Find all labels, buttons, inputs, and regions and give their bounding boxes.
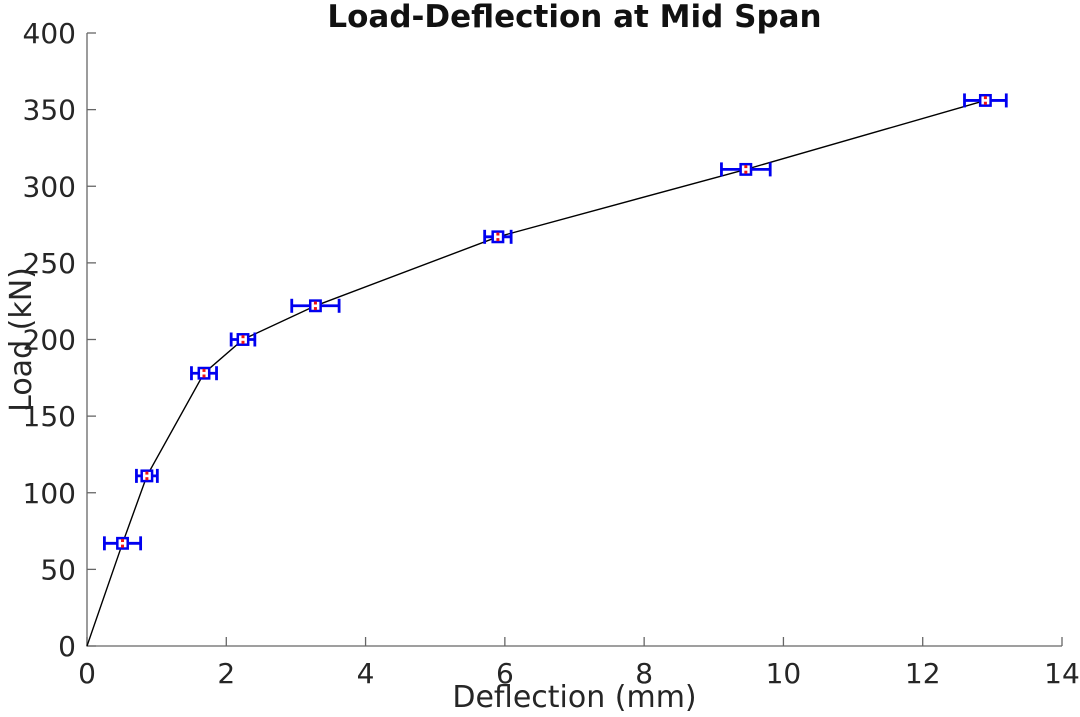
y-tick-label: 200	[23, 324, 76, 357]
plot-area: 0 2 4 6 8 10 12 14 0 50 100 150 200 250 300 350 400	[23, 17, 1080, 690]
data-point-marker	[308, 299, 322, 313]
marker-center-dot	[202, 368, 206, 372]
marker-center-dot	[202, 374, 206, 378]
marker-center-dot	[121, 544, 125, 548]
y-tick-label: 150	[23, 400, 76, 433]
marker-center-dot	[145, 477, 149, 481]
marker-center-dot	[145, 471, 149, 475]
y-tick-label: 0	[58, 630, 76, 663]
marker-center-dot	[121, 539, 125, 543]
data-point-marker	[739, 162, 753, 176]
x-tick-label: 2	[217, 657, 235, 690]
marker-center-dot	[313, 307, 317, 311]
x-tick-label: 10	[766, 657, 802, 690]
data-line	[86, 99, 986, 647]
x-tick-label: 8	[635, 657, 653, 690]
x-tick-label: 12	[905, 657, 941, 690]
y-tick-label: 100	[23, 477, 76, 510]
data-point-marker	[116, 536, 129, 550]
marker-center-dot	[496, 232, 500, 236]
y-tick-label: 50	[40, 553, 76, 586]
y-axis-label: Load (kN)	[4, 267, 39, 412]
marker-center-dot	[983, 96, 987, 100]
data-point-marker	[197, 366, 211, 380]
y-tick-label: 250	[23, 247, 76, 280]
x-tick-label: 14	[1044, 657, 1080, 690]
chart-title: Load-Deflection at Mid Span	[327, 0, 821, 35]
y-tick-label: 400	[23, 17, 76, 50]
x-tick-label: 6	[496, 657, 514, 690]
y-tick-label: 350	[23, 94, 76, 127]
y-tick-label: 300	[23, 170, 76, 203]
marker-center-dot	[496, 238, 500, 242]
marker-center-dot	[241, 335, 245, 339]
data-point-marker	[140, 469, 154, 483]
data-point-marker	[491, 230, 505, 244]
marker-center-dot	[313, 301, 317, 305]
marker-center-dot	[744, 170, 748, 174]
x-tick-label: 4	[357, 657, 375, 690]
marker-center-dot	[241, 340, 245, 344]
marker-center-dot	[744, 165, 748, 169]
data-point-marker	[236, 333, 250, 346]
x-axis-label: Deflection (mm)	[452, 680, 696, 715]
marker-center-dot	[983, 101, 987, 105]
data-point-marker	[978, 93, 992, 107]
x-tick-label: 0	[78, 657, 96, 690]
